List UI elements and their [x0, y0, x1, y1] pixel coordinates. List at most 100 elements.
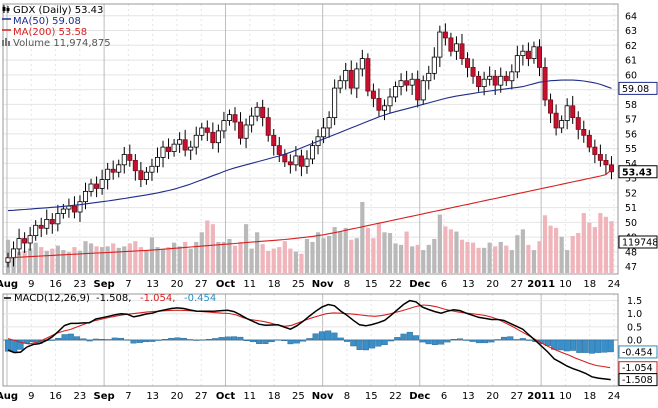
candle [271, 134, 277, 147]
candle [22, 238, 28, 244]
volume-bar [288, 248, 293, 273]
x-tick-label-bottom: Dec [409, 391, 430, 402]
volume-bar [421, 250, 426, 273]
candlesticks [5, 23, 614, 268]
candle [166, 146, 172, 152]
macd-histogram-bar [500, 336, 508, 341]
x-tick-label-bottom: Nov [312, 391, 334, 402]
volume-bar [515, 235, 520, 273]
x-tick-label-bottom: 7 [125, 391, 131, 402]
volume-bar [122, 246, 127, 273]
candle [365, 58, 371, 92]
volume-bar [266, 250, 271, 273]
volume-bar [304, 238, 310, 273]
volume-bar [393, 243, 398, 273]
macd-histogram-bar [431, 339, 438, 345]
macd-histogram-bar [4, 339, 12, 352]
volume-bar [282, 241, 287, 273]
volume-bar [598, 213, 603, 273]
candle [188, 146, 194, 151]
candle [243, 124, 249, 139]
x-tick-label: 13 [146, 279, 159, 290]
x-tick-label: 6 [441, 279, 447, 290]
volume-bar [133, 241, 138, 273]
macd-histogram-bar [557, 339, 564, 351]
candle [531, 46, 537, 59]
candle [154, 157, 160, 167]
candle [326, 117, 332, 129]
volume-tag: 11974875 [618, 235, 658, 249]
macd-tag: -1.054 [618, 361, 658, 375]
x-tick-label-bottom: 23 [73, 391, 86, 402]
macd-tag: -1.508 [618, 373, 658, 387]
candle [298, 155, 304, 167]
candle [116, 164, 122, 173]
price-tick-label: 58 [625, 100, 637, 111]
candle [238, 121, 244, 139]
macd-histogram-bar [318, 331, 325, 341]
macd-histogram-bar [519, 338, 526, 341]
candle [293, 155, 299, 166]
volume-bar [232, 245, 238, 273]
candle [249, 115, 255, 126]
candle [564, 105, 570, 121]
candle [498, 75, 504, 86]
macd-histogram-bar [143, 339, 150, 343]
macd-panel-frame [2, 293, 619, 387]
candle [559, 120, 565, 129]
volume-bar [72, 247, 77, 273]
macd-histogram-bar [30, 339, 37, 343]
macd-histogram-bar [130, 339, 137, 344]
price-tick-label: 57 [625, 115, 637, 126]
macd-histogram-bar [99, 339, 106, 341]
macd-histogram-bar [80, 338, 87, 341]
volume-bar [609, 221, 614, 273]
macd-histogram-bar [425, 339, 432, 345]
macd-histogram-bar [312, 333, 319, 341]
volume-bar [570, 236, 575, 273]
x-tick-label: 20 [486, 279, 499, 290]
volume-bar [238, 241, 243, 273]
volume-bar [415, 244, 420, 273]
x-tick-label: 11 [243, 279, 256, 290]
volume-bar [116, 247, 121, 273]
volume-bar [592, 227, 597, 273]
macd-histogram-bar [205, 339, 212, 341]
volume-bar [227, 238, 232, 273]
macd-panel [3, 299, 618, 381]
volume-bar [177, 246, 182, 273]
x-tick-label-bottom: 2011 [527, 391, 555, 402]
macd-histogram-bar [406, 331, 413, 341]
x-tick-label-bottom: 11 [243, 391, 256, 402]
candle [105, 168, 111, 180]
price-tick-label: 52 [625, 188, 637, 199]
candle [586, 134, 592, 148]
x-tick-label-bottom: 20 [171, 391, 184, 402]
candle [437, 31, 443, 58]
x-tick-label: Oct [216, 279, 235, 290]
x-tick-label: 15 [365, 279, 378, 290]
x-tick-label: 18 [268, 279, 281, 290]
candle [304, 158, 310, 167]
macd-histogram-bar [268, 339, 275, 343]
x-tick-label-bottom: Oct [216, 391, 235, 402]
macd-histogram-bar [413, 335, 420, 341]
volume-bars [5, 201, 614, 273]
volume-bar [354, 238, 359, 273]
macd-histogram-bar [180, 337, 187, 341]
volume-bar [537, 241, 542, 273]
macd-histogram-bar [394, 337, 401, 341]
volume-bar [371, 238, 376, 273]
x-tick-label-bottom: 9 [28, 391, 34, 402]
macd-histogram-bar [595, 339, 602, 353]
volume-bar [249, 248, 254, 273]
candle [177, 139, 183, 145]
candle [409, 78, 415, 86]
volume-bar [443, 226, 448, 273]
volume-bar [210, 224, 215, 273]
candle [49, 219, 55, 225]
candle [481, 78, 487, 88]
macd-histogram-bar [74, 336, 81, 341]
macd-histogram-bar [325, 330, 332, 341]
